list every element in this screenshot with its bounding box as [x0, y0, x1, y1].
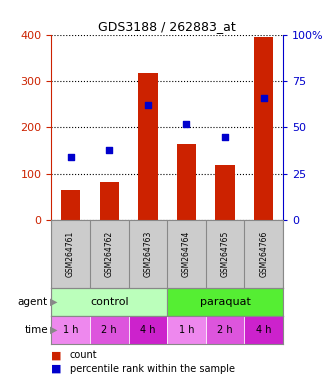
Text: ■: ■ [51, 364, 62, 374]
Text: ▶: ▶ [50, 296, 58, 307]
Bar [90, 316, 128, 344]
Text: 2 h: 2 h [217, 324, 233, 335]
Point [145, 102, 151, 108]
Text: GSM264763: GSM264763 [143, 231, 152, 277]
Point [107, 147, 112, 153]
Bar [244, 316, 283, 344]
Bar [128, 316, 167, 344]
Text: count: count [70, 350, 97, 360]
Bar [206, 316, 244, 344]
Bar [51, 316, 90, 344]
Bar [215, 165, 235, 220]
Text: percentile rank within the sample: percentile rank within the sample [70, 364, 234, 374]
Text: 1 h: 1 h [179, 324, 194, 335]
Bar [61, 190, 80, 220]
Text: ■: ■ [51, 350, 62, 360]
Bar [100, 182, 119, 220]
Text: GSM264761: GSM264761 [66, 231, 75, 277]
Bar [167, 288, 283, 316]
Point [68, 154, 73, 160]
Text: control: control [90, 296, 128, 307]
Text: GSM264766: GSM264766 [259, 231, 268, 277]
Text: GSM264764: GSM264764 [182, 231, 191, 277]
Bar [138, 73, 158, 220]
Point [184, 121, 189, 127]
Point [261, 95, 266, 101]
Text: GSM264765: GSM264765 [220, 231, 230, 277]
Text: 2 h: 2 h [101, 324, 117, 335]
Bar [254, 37, 273, 220]
Text: 1 h: 1 h [63, 324, 78, 335]
Text: paraquat: paraquat [200, 296, 251, 307]
Text: 4 h: 4 h [256, 324, 271, 335]
Text: GSM264762: GSM264762 [105, 231, 114, 277]
Bar [167, 316, 206, 344]
Text: 4 h: 4 h [140, 324, 156, 335]
Text: ▶: ▶ [50, 324, 58, 335]
Bar [177, 144, 196, 220]
Bar [51, 288, 167, 316]
Title: GDS3188 / 262883_at: GDS3188 / 262883_at [98, 20, 236, 33]
Text: agent: agent [18, 296, 48, 307]
Text: time: time [24, 324, 48, 335]
Point [222, 134, 228, 140]
